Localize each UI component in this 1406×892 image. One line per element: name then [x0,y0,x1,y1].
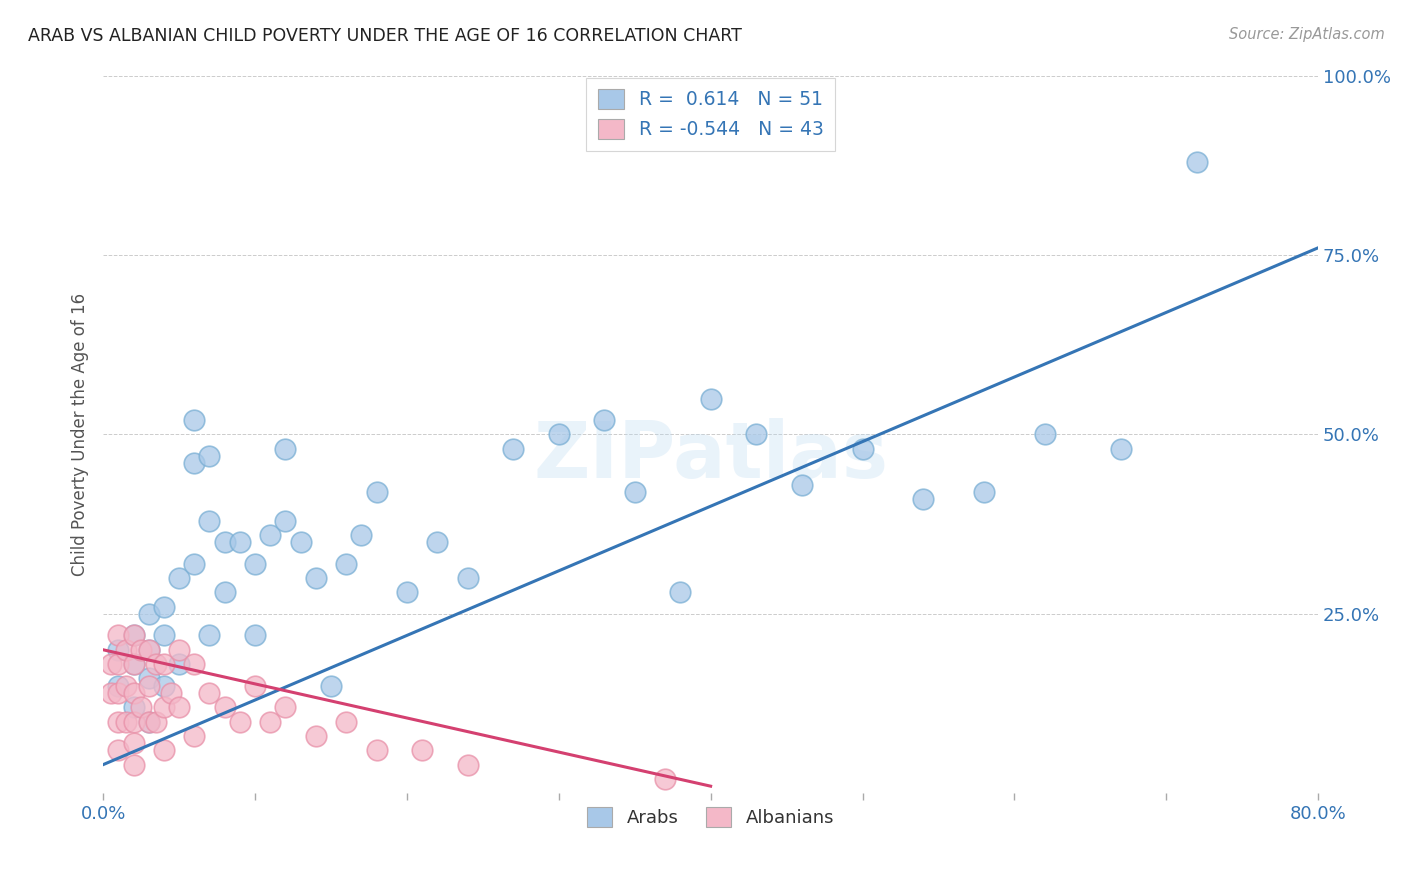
Point [167,571,190,585]
Point [274,514,297,528]
Point [167,657,190,672]
Point [259,528,281,542]
Point [623,484,645,499]
Point [973,484,995,499]
Point [153,679,176,693]
Point [160,686,183,700]
Point [167,700,190,714]
Point [115,679,138,693]
Point [122,657,145,672]
Point [502,442,524,456]
Point [122,686,145,700]
Point [138,714,160,729]
Point [100,657,122,672]
Point [107,642,129,657]
Point [699,392,721,406]
Point [851,442,873,456]
Point [138,672,160,686]
Point [107,714,129,729]
Point [115,642,138,657]
Point [167,642,190,657]
Point [305,729,328,743]
Point [183,657,205,672]
Point [243,557,266,571]
Point [122,628,145,642]
Point [745,427,768,442]
Point [243,679,266,693]
Point [107,686,129,700]
Point [229,535,252,549]
Text: ZIPatlas: ZIPatlas [533,418,889,494]
Point [274,700,297,714]
Point [243,628,266,642]
Point [411,743,433,757]
Point [183,456,205,470]
Point [290,535,312,549]
Point [395,585,418,599]
Point [153,628,176,642]
Point [457,571,479,585]
Point [669,585,692,599]
Point [138,714,160,729]
Point [350,528,373,542]
Point [183,413,205,427]
Point [214,700,236,714]
Point [335,557,357,571]
Point [107,679,129,693]
Point [129,642,152,657]
Point [129,700,152,714]
Point [183,729,205,743]
Point [274,442,297,456]
Point [305,571,328,585]
Point [153,657,176,672]
Point [153,599,176,614]
Point [107,657,129,672]
Point [153,700,176,714]
Point [122,628,145,642]
Point [214,535,236,549]
Point [790,477,813,491]
Point [1109,442,1132,456]
Text: Source: ZipAtlas.com: Source: ZipAtlas.com [1229,27,1385,42]
Point [145,714,167,729]
Point [366,743,388,757]
Point [138,642,160,657]
Point [366,484,388,499]
Point [259,714,281,729]
Point [198,449,221,463]
Point [912,491,935,506]
Point [107,743,129,757]
Point [229,714,252,729]
Point [100,686,122,700]
Point [122,657,145,672]
Point [138,642,160,657]
Point [183,557,205,571]
Point [335,714,357,729]
Point [115,714,138,729]
Text: ARAB VS ALBANIAN CHILD POVERTY UNDER THE AGE OF 16 CORRELATION CHART: ARAB VS ALBANIAN CHILD POVERTY UNDER THE… [28,27,742,45]
Point [457,757,479,772]
Point [214,585,236,599]
Point [122,736,145,750]
Point [198,514,221,528]
Point [138,607,160,621]
Y-axis label: Child Poverty Under the Age of 16: Child Poverty Under the Age of 16 [72,293,89,576]
Point [122,700,145,714]
Point [122,757,145,772]
Point [593,413,616,427]
Point [654,772,676,786]
Point [1185,154,1208,169]
Point [107,628,129,642]
Point [138,679,160,693]
Point [198,628,221,642]
Point [319,679,342,693]
Point [153,743,176,757]
Legend: Arabs, Albanians: Arabs, Albanians [579,800,841,835]
Point [122,714,145,729]
Point [547,427,569,442]
Point [198,686,221,700]
Point [1033,427,1056,442]
Point [145,657,167,672]
Point [426,535,449,549]
